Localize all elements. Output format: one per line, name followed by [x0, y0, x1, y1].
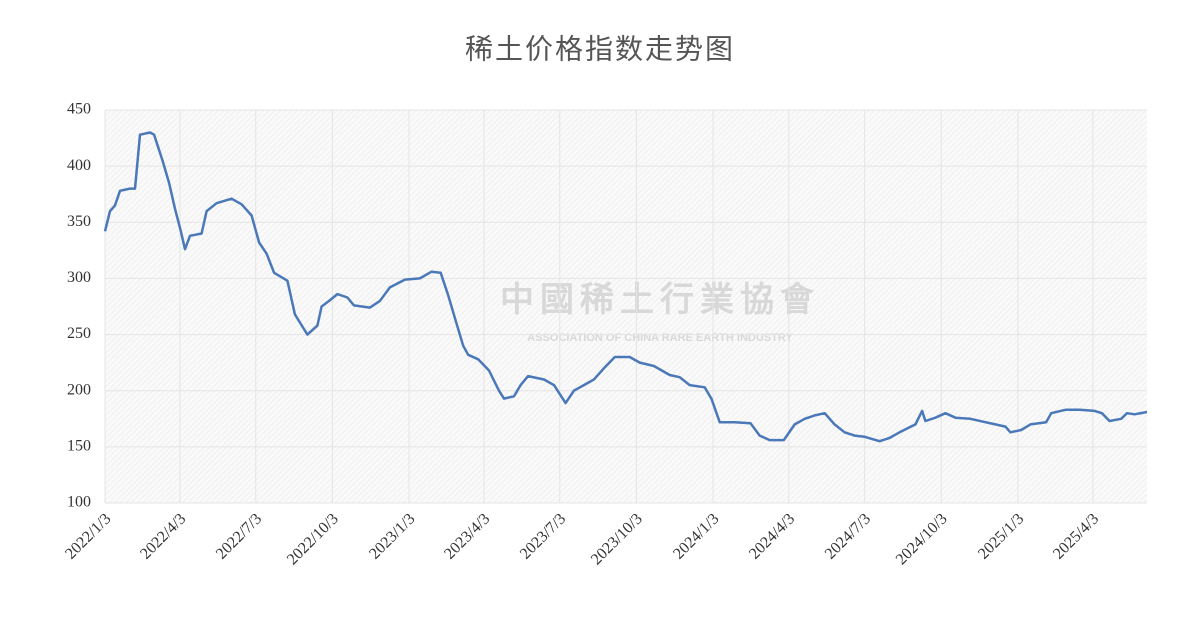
y-tick-label: 350	[67, 213, 91, 230]
plot-area	[105, 110, 1147, 503]
x-tick-label: 2024/7/3	[822, 510, 874, 562]
x-tick-label: 2024/10/3	[893, 510, 951, 568]
y-tick-label: 200	[67, 381, 91, 398]
x-tick-label: 2023/7/3	[517, 510, 569, 562]
x-tick-label: 2024/4/3	[746, 510, 798, 562]
x-tick-label: 2022/4/3	[137, 510, 189, 562]
x-tick-label: 2025/4/3	[1050, 510, 1102, 562]
x-tick-label: 2025/1/3	[975, 510, 1027, 562]
y-tick-label: 400	[67, 157, 91, 174]
chart-title: 稀土价格指数走势图	[465, 33, 735, 65]
line-series	[103, 131, 1148, 443]
y-tick-label: 100	[67, 494, 91, 511]
x-tick-label: 2022/10/3	[284, 510, 342, 568]
x-tick-label: 2023/1/3	[366, 510, 418, 562]
y-tick-label: 250	[67, 325, 91, 342]
x-tick-label: 2022/7/3	[213, 510, 265, 562]
x-tick-label: 2023/4/3	[441, 510, 493, 562]
y-tick-label: 450	[67, 101, 91, 118]
x-tick-label: 2024/1/3	[670, 510, 722, 562]
y-tick-label: 150	[67, 438, 91, 455]
x-tick-label: 2023/10/3	[588, 510, 646, 568]
y-tick-label: 300	[67, 269, 91, 286]
x-tick-label: 2022/1/3	[62, 510, 114, 562]
watermark: 中國稀土行業協會	[500, 281, 820, 319]
watermark-sub: ASSOCIATION OF CHINA RARE EARTH INDUSTRY	[527, 332, 793, 344]
